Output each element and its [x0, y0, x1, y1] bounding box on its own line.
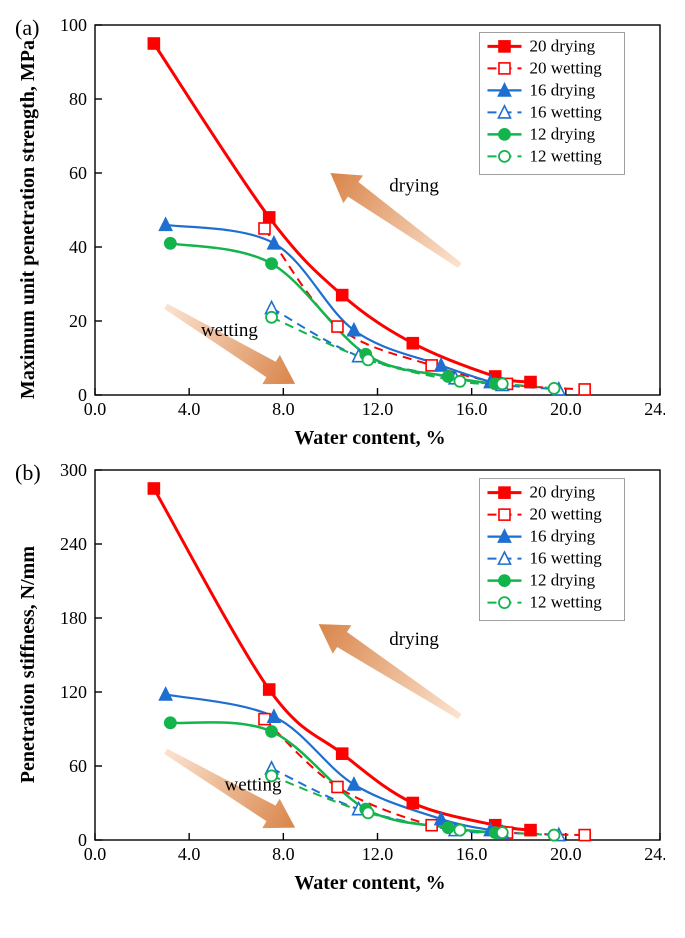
svg-text:4.0: 4.0: [178, 844, 201, 864]
svg-text:16.0: 16.0: [456, 844, 488, 864]
svg-text:40: 40: [69, 237, 87, 257]
svg-text:8.0: 8.0: [272, 399, 295, 419]
svg-text:drying: drying: [389, 629, 439, 650]
svg-text:100: 100: [60, 15, 87, 35]
svg-text:drying: drying: [389, 176, 439, 197]
svg-text:20.0: 20.0: [550, 844, 582, 864]
svg-text:20 wetting: 20 wetting: [529, 58, 602, 77]
svg-text:wetting: wetting: [224, 775, 281, 796]
svg-text:60: 60: [69, 756, 87, 776]
svg-text:20.0: 20.0: [550, 399, 582, 419]
svg-text:20: 20: [69, 311, 87, 331]
x-axis-label: Water content, %: [70, 872, 670, 895]
svg-text:300: 300: [60, 460, 87, 480]
svg-text:16 wetting: 16 wetting: [529, 549, 602, 568]
svg-text:0.0: 0.0: [84, 399, 107, 419]
y-axis-label: Penetration stiffness, N/mm: [15, 546, 40, 783]
svg-text:20 wetting: 20 wetting: [529, 505, 602, 524]
y-axis-label: Maximum unit penetration strength, MPa: [15, 40, 40, 399]
svg-text:16.0: 16.0: [456, 399, 488, 419]
chart-svg: 0.0 4.0 8.0 12.0 16.0 20.0 24.0 0 20 40 60 80 100 dry…: [40, 15, 665, 425]
svg-text:wetting: wetting: [201, 320, 258, 341]
chart-svg: 0.0 4.0 8.0 12.0 16.0 20.0 24.0 0 60 120 180 240 300…: [40, 460, 665, 870]
svg-text:0: 0: [78, 385, 87, 405]
panel-label: (a): [15, 15, 39, 41]
svg-text:60: 60: [69, 163, 87, 183]
panel-label: (b): [15, 460, 41, 486]
svg-text:24.0: 24.0: [644, 844, 665, 864]
svg-text:0.0: 0.0: [84, 844, 107, 864]
svg-text:12 wetting: 12 wetting: [529, 593, 602, 612]
svg-text:80: 80: [69, 89, 87, 109]
svg-text:20 drying: 20 drying: [529, 483, 595, 502]
svg-text:240: 240: [60, 534, 87, 554]
svg-text:180: 180: [60, 608, 87, 628]
svg-text:120: 120: [60, 682, 87, 702]
svg-text:12.0: 12.0: [362, 399, 394, 419]
svg-text:8.0: 8.0: [272, 844, 295, 864]
svg-text:16 drying: 16 drying: [529, 527, 595, 546]
svg-text:12.0: 12.0: [362, 844, 394, 864]
chart-panel-1: (b) Penetration stiffness, N/mm 0.0 4.0 8.0 1…: [15, 460, 670, 895]
svg-text:24.0: 24.0: [644, 399, 665, 419]
svg-text:12 drying: 12 drying: [529, 571, 595, 590]
svg-text:16 wetting: 16 wetting: [529, 102, 602, 121]
svg-text:4.0: 4.0: [178, 399, 201, 419]
svg-text:0: 0: [78, 830, 87, 850]
svg-text:12 wetting: 12 wetting: [529, 146, 602, 165]
svg-text:20 drying: 20 drying: [529, 36, 595, 55]
svg-text:16 drying: 16 drying: [529, 80, 595, 99]
chart-panel-0: (a)Maximum unit penetration strength, MP…: [15, 15, 670, 450]
x-axis-label: Water content, %: [70, 427, 670, 450]
svg-text:12 drying: 12 drying: [529, 124, 595, 143]
